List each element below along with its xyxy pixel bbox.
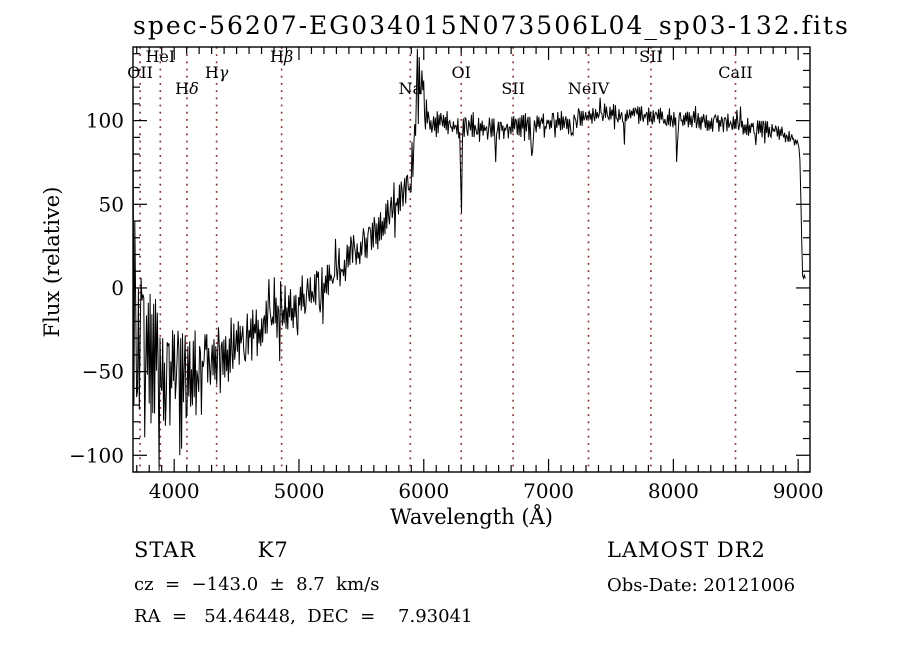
spectral-line-label: Hδ bbox=[175, 79, 199, 98]
y-tick-label: 0 bbox=[111, 276, 124, 300]
plot-title: spec-56207-EG034015N073506L04_sp03-132.f… bbox=[133, 11, 850, 40]
spectral-line-label: HeI bbox=[145, 47, 175, 66]
x-axis-label: Wavelength (Å) bbox=[390, 505, 553, 529]
obs-date-value: Obs-Date: 20121006 bbox=[607, 575, 796, 596]
x-tick-label: 9000 bbox=[773, 479, 824, 503]
x-tick-label: 4000 bbox=[149, 479, 200, 503]
spectral-line-label: SII bbox=[501, 79, 525, 98]
spectral-line-label: SII bbox=[639, 47, 663, 66]
cz-velocity-value: cz = −143.0 ± 8.7 km/s bbox=[134, 574, 380, 595]
x-tick-label: 5000 bbox=[274, 479, 325, 503]
ra-dec-value: RA = 54.46448, DEC = 7.93041 bbox=[134, 606, 473, 627]
x-tick-label: 6000 bbox=[398, 479, 449, 503]
spectral-line-label: Hβ bbox=[270, 47, 293, 66]
survey-label: LAMOST DR2 bbox=[607, 538, 766, 562]
classification-label: STAR K7 bbox=[134, 538, 289, 562]
spectral-line-label: Hγ bbox=[205, 63, 229, 82]
y-tick-label: 100 bbox=[86, 109, 124, 133]
spectrum-trace bbox=[132, 48, 806, 471]
y-tick-label: −50 bbox=[82, 360, 124, 384]
spectral-line-label: CaII bbox=[718, 63, 752, 82]
x-tick-label: 7000 bbox=[523, 479, 574, 503]
y-axis-label: Flux (relative) bbox=[40, 186, 64, 338]
spectral-line-label: NeIV bbox=[568, 79, 610, 98]
y-tick-label: 50 bbox=[99, 192, 124, 216]
y-tick-label: −100 bbox=[69, 443, 124, 467]
spectral-line-label: OII bbox=[127, 63, 153, 82]
x-tick-label: 8000 bbox=[648, 479, 699, 503]
spectral-line-label: OI bbox=[451, 63, 470, 82]
plot-frame bbox=[132, 46, 811, 473]
